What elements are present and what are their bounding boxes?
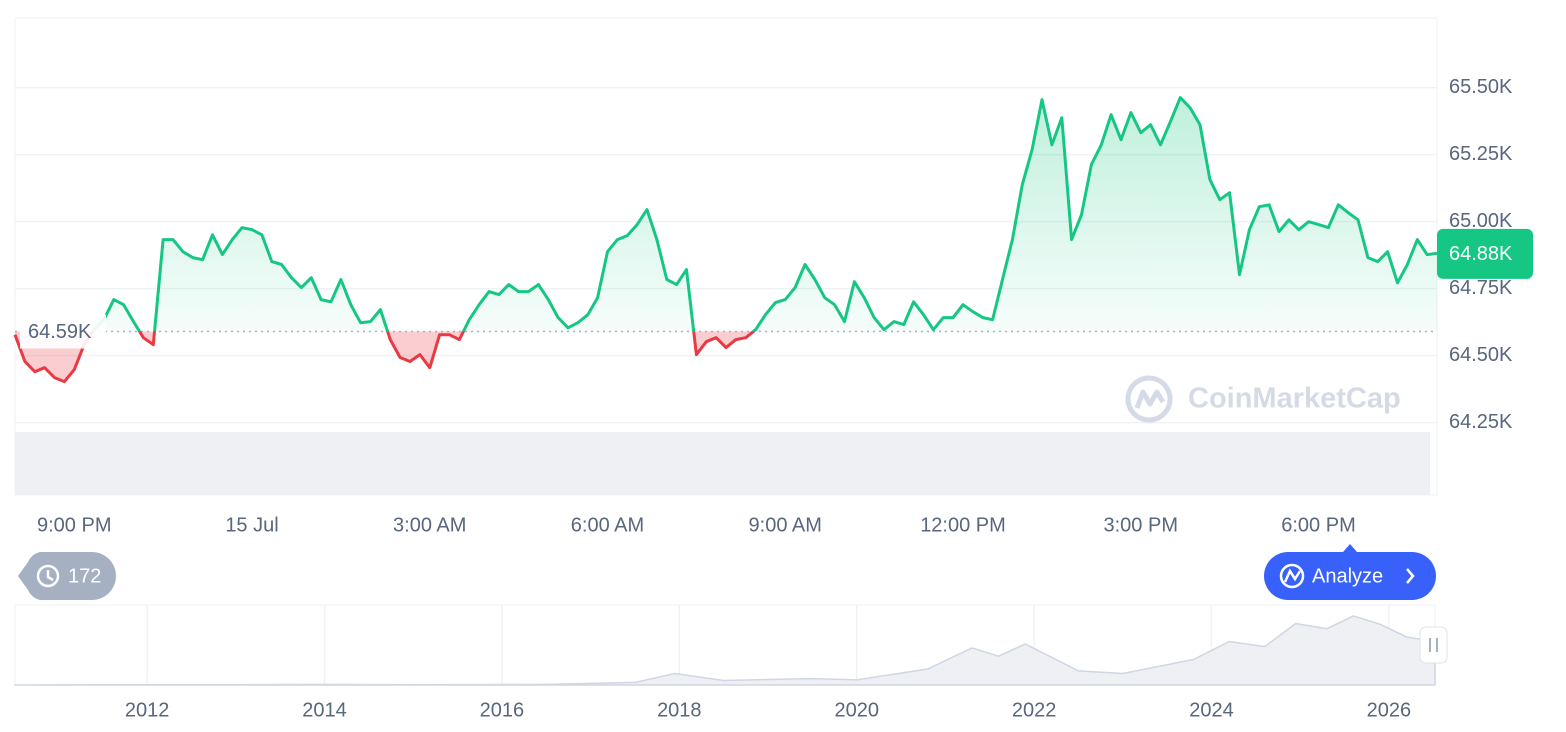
- nav-area: [14, 615, 1436, 686]
- x-tick-label: 6:00 PM: [1281, 514, 1355, 536]
- nav-x-tick-label: 2016: [480, 699, 525, 721]
- y-tick-label: 65.00K: [1449, 210, 1513, 232]
- nav-x-tick-label: 2014: [302, 699, 347, 721]
- history-badge[interactable]: 172: [18, 552, 116, 600]
- x-tick-label: 6:00 AM: [571, 514, 644, 536]
- nav-x-tick-label: 2022: [1012, 699, 1057, 721]
- y-tick-label: 64.75K: [1449, 277, 1513, 299]
- y-tick-label: 65.50K: [1449, 76, 1513, 98]
- last-price-label: 64.88K: [1449, 243, 1513, 265]
- x-tick-label: 3:00 PM: [1104, 514, 1178, 536]
- y-tick-label: 64.25K: [1449, 411, 1513, 433]
- analyze-label: Analyze: [1312, 565, 1383, 587]
- navigator-handle[interactable]: [1419, 626, 1448, 664]
- baseline-label: 64.59K: [28, 321, 92, 343]
- x-tick-label: 3:00 AM: [393, 514, 466, 536]
- main-chart: 64.25K 64.50K 64.75K 65.00K 65.25K 65.50K 9:00…: [13, 76, 1533, 536]
- nav-x-tick-label: 2026: [1367, 699, 1412, 721]
- x-tick-label: 9:00 PM: [37, 514, 111, 536]
- y-tick-label: 64.50K: [1449, 344, 1513, 366]
- price-line: [13, 96, 1438, 384]
- baseline-label-bg: [20, 314, 106, 349]
- nav-x-tick-label: 2020: [834, 699, 879, 721]
- nav-x-tick-label: 2018: [657, 699, 702, 721]
- analyze-button[interactable]: Analyze: [1264, 544, 1436, 600]
- history-count: 172: [68, 565, 101, 587]
- x-tick-label: 15 Jul: [225, 514, 278, 536]
- volume-band: [15, 432, 1430, 495]
- x-tick-label: 12:00 PM: [920, 514, 1006, 536]
- navigator: 2012 2014 2016 2018 2020 2022 2024 2026: [14, 605, 1436, 721]
- watermark: CoinMarketCap: [1125, 375, 1401, 423]
- price-area: [15, 97, 1437, 382]
- nav-x-tick-label: 2012: [125, 699, 170, 721]
- watermark-text: CoinMarketCap: [1188, 383, 1401, 415]
- y-tick-label: 65.25K: [1449, 143, 1513, 165]
- last-price-box: [1437, 228, 1533, 279]
- nav-x-tick-label: 2024: [1189, 699, 1234, 721]
- x-tick-label: 9:00 AM: [749, 514, 822, 536]
